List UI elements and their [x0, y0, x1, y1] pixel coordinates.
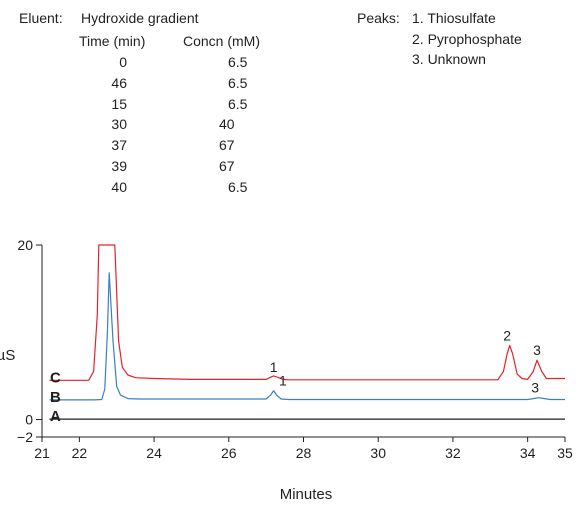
eluent-header-time: Time (min) — [79, 33, 146, 49]
peak-label: 3 — [531, 380, 539, 396]
eluent-time-cell: 40 — [111, 178, 127, 195]
series-label-c: C — [50, 369, 61, 386]
y-tick-label: 0 — [25, 412, 33, 428]
x-axis-label: Minutes — [280, 486, 333, 503]
eluent-time-cell: 0 — [119, 54, 127, 70]
peaks-item: 3. Unknown — [412, 51, 486, 67]
x-tick-label: 21 — [34, 445, 50, 461]
x-tick-label: 35 — [557, 445, 573, 461]
eluent-concn-cell: 6.5 — [228, 178, 248, 195]
x-tick-label: 32 — [445, 445, 461, 461]
eluent-time-cell: 39 — [111, 158, 127, 174]
eluent-header-concn: Concn (mM) — [183, 33, 261, 49]
eluent-concn-cell: 6.5 — [228, 95, 248, 112]
eluent-concn-cell: 67 — [219, 158, 235, 174]
peaks-label: Peaks: — [357, 10, 400, 26]
chart-series — [49, 244, 565, 420]
eluent-time-cell: 30 — [111, 116, 127, 133]
eluent-time-cell: 46 — [111, 74, 127, 91]
series-c-trace — [49, 244, 565, 381]
eluent-time-cell: 15 — [111, 95, 127, 112]
eluent-label: Eluent: — [19, 10, 63, 26]
peaks-item: 2. Pyrophosphate — [412, 31, 522, 47]
x-tick-label: 34 — [520, 445, 536, 461]
y-axis-label: µS — [0, 347, 15, 364]
eluent-concn-cell: 6.5 — [228, 54, 248, 70]
x-tick-label: 30 — [370, 445, 386, 461]
eluent-concn-cell: 6.5 — [228, 74, 248, 91]
peaks-item: 1. Thiosulfate — [412, 10, 496, 26]
x-tick-label: 26 — [221, 445, 237, 461]
y-tick-label: −2 — [17, 429, 33, 445]
peak-label: 1 — [279, 373, 287, 389]
series-b-trace — [49, 272, 565, 401]
eluent-concn-cell: 40 — [219, 116, 235, 133]
series-label-b: B — [50, 389, 61, 406]
peak-label: 2 — [503, 327, 511, 343]
x-tick-label: 22 — [72, 445, 88, 461]
chart-labels: ABC 1 2 3 1 3 — [50, 327, 541, 425]
eluent-concn-cell: 67 — [219, 137, 235, 154]
x-tick-label: 28 — [296, 445, 312, 461]
y-tick-label: 20 — [17, 237, 33, 253]
peak-label: 1 — [270, 359, 278, 375]
series-label-a: A — [50, 408, 61, 425]
x-tick-label: 24 — [146, 445, 162, 461]
eluent-time-cell: 37 — [111, 137, 127, 154]
peak-label: 3 — [533, 342, 541, 358]
eluent-value: Hydroxide gradient — [81, 10, 199, 26]
